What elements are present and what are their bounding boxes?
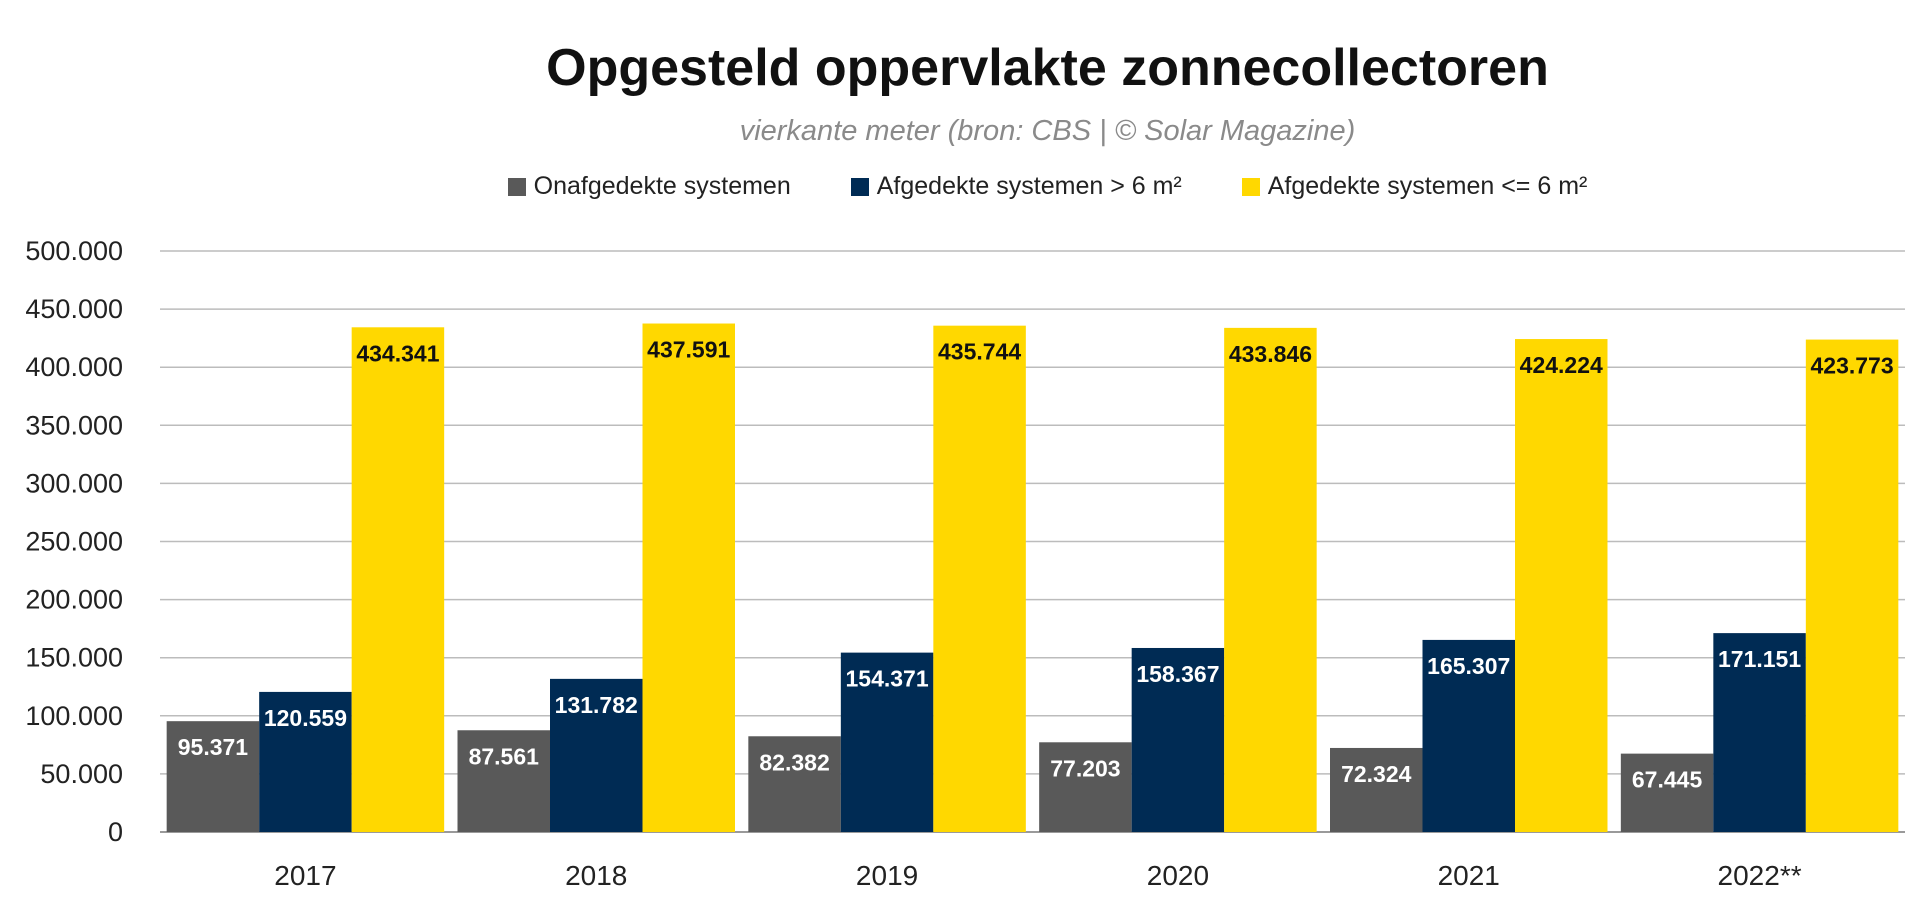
y-tick-label: 50.000 — [40, 759, 123, 789]
bar — [933, 325, 1026, 832]
bar — [1039, 742, 1132, 832]
bar — [259, 691, 352, 832]
data-label: 77.203 — [1050, 755, 1120, 781]
y-tick-label: 500.000 — [25, 236, 123, 266]
bar — [166, 721, 260, 832]
data-label: 131.782 — [555, 692, 638, 718]
data-label: 120.559 — [264, 705, 347, 731]
data-label: 435.744 — [938, 339, 1021, 365]
data-label: 423.773 — [1811, 353, 1894, 379]
x-tick-label: 2021 — [1438, 860, 1500, 891]
data-label: 424.224 — [1520, 352, 1603, 378]
bar — [1224, 327, 1317, 832]
y-tick-label: 200.000 — [25, 585, 123, 615]
bar — [1131, 647, 1225, 832]
x-tick-label: 2022** — [1718, 860, 1802, 891]
bar — [457, 730, 550, 832]
data-labels: 95.371 120.559 434.341 87.561 131.782 437.591… — [178, 337, 1894, 793]
data-label: 87.561 — [469, 743, 540, 769]
chart-title: Opgesteld oppervlakte zonnecollectoren — [546, 39, 1549, 97]
data-label: 67.445 — [1632, 767, 1703, 793]
y-tick-label: 150.000 — [25, 643, 123, 673]
data-label: 82.382 — [759, 749, 829, 775]
y-axis: 0 50.000 100.000 150.000 200.000 250.000 300.0… — [25, 236, 123, 847]
legend-swatch-onafgedekte — [507, 177, 526, 196]
bar — [550, 678, 643, 832]
bar — [1330, 747, 1423, 832]
bar — [840, 652, 934, 832]
x-axis: 2017 2018 2019 2020 2021 2022** — [274, 860, 1801, 891]
legend-item-onafgedekte: Onafgedekte systemen — [507, 172, 791, 201]
bar — [1515, 339, 1608, 832]
x-tick-label: 2020 — [1147, 860, 1209, 891]
legend-item-afgedekte-groot: Afgedekte systemen > 6 m² — [850, 172, 1182, 201]
legend-label-afgedekte-groot: Afgedekte systemen > 6 m² — [876, 172, 1182, 200]
legend: Onafgedekte systemen Afgedekte systemen … — [0, 172, 1920, 201]
y-tick-label: 450.000 — [25, 294, 123, 324]
chart-subtitle: vierkante meter (bron: CBS | © Solar Mag… — [739, 115, 1356, 147]
y-tick-label: 350.000 — [25, 410, 123, 440]
legend-label-afgedekte-klein: Afgedekte systemen <= 6 m² — [1267, 172, 1588, 200]
legend-item-afgedekte-klein: Afgedekte systemen <= 6 m² — [1241, 172, 1588, 201]
bar — [1422, 639, 1515, 832]
bar — [1713, 633, 1806, 832]
legend-label-onafgedekte: Onafgedekte systemen — [533, 172, 791, 200]
data-label: 437.591 — [647, 337, 730, 363]
bar — [1620, 753, 1714, 832]
gridlines — [160, 250, 1905, 833]
data-label: 433.846 — [1229, 341, 1312, 367]
bar — [642, 323, 735, 832]
y-tick-label: 300.000 — [25, 468, 123, 498]
data-label: 158.367 — [1136, 661, 1219, 687]
bar — [351, 327, 445, 832]
data-label: 171.151 — [1718, 646, 1801, 672]
x-tick-label: 2017 — [274, 860, 336, 891]
x-tick-label: 2019 — [856, 860, 918, 891]
y-tick-label: 100.000 — [25, 701, 123, 731]
data-label: 434.341 — [356, 340, 439, 366]
y-tick-label: 250.000 — [25, 527, 123, 557]
bar — [748, 736, 841, 832]
x-tick-label: 2018 — [565, 860, 627, 891]
legend-swatch-afgedekte-klein — [1241, 177, 1260, 196]
data-label: 154.371 — [846, 666, 929, 692]
legend-swatch-afgedekte-groot — [850, 177, 869, 196]
y-tick-label: 400.000 — [25, 352, 123, 382]
bars — [166, 323, 1899, 832]
bar — [1805, 339, 1899, 832]
data-label: 72.324 — [1341, 761, 1412, 787]
data-label: 95.371 — [178, 734, 249, 760]
data-label: 165.307 — [1427, 653, 1510, 679]
y-tick-label: 0 — [108, 817, 123, 847]
